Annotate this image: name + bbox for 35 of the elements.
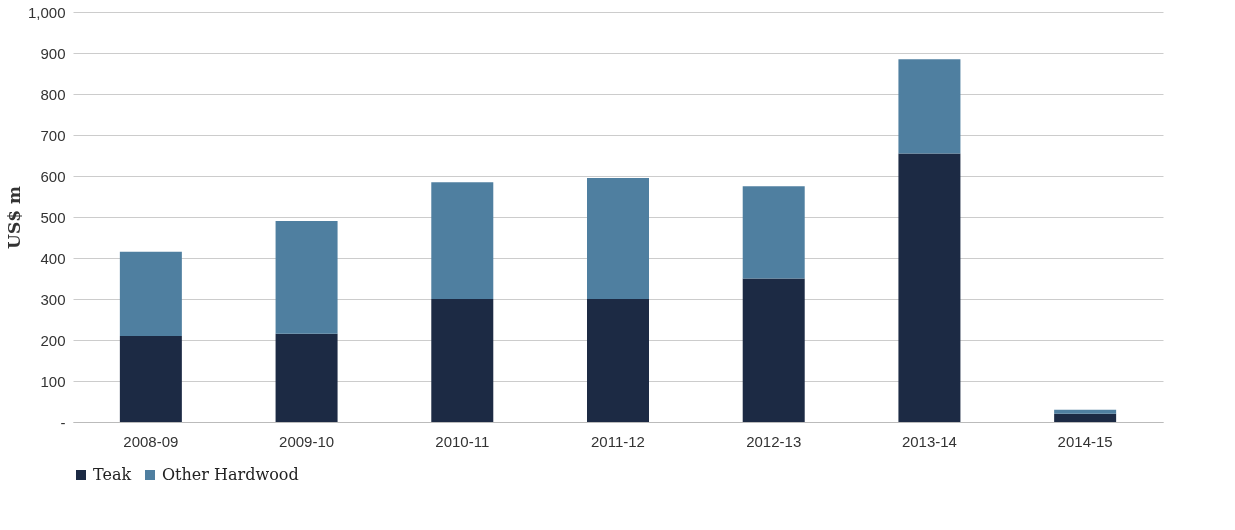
y-tick-label: 100 (40, 372, 66, 390)
y-axis-title: US$ m (3, 186, 24, 249)
bar (119, 251, 182, 336)
y-tick-label: 1,000 (27, 3, 66, 21)
bar (1054, 409, 1117, 414)
bar (587, 299, 649, 422)
y-tick-label: 800 (40, 85, 66, 103)
y-tick-label: 600 (40, 167, 66, 185)
bar (1054, 413, 1117, 422)
bar (898, 153, 961, 422)
bar (275, 333, 338, 422)
y-tick-label: 400 (40, 249, 66, 267)
bar (587, 178, 649, 299)
x-tick-label: 2009-10 (279, 432, 335, 450)
x-tick-label: 2013-14 (901, 432, 957, 450)
y-tick-label: 700 (40, 126, 66, 144)
x-tick-label: 2014-15 (1057, 432, 1113, 450)
x-tick-label: 2012-13 (746, 432, 802, 450)
bar (431, 182, 494, 299)
y-tick-label: 200 (40, 331, 66, 349)
x-tick-label: 2010-11 (435, 432, 490, 450)
bar (119, 335, 182, 422)
bar (742, 278, 805, 422)
x-tick-label: 2011-12 (591, 432, 645, 450)
bar (898, 59, 961, 154)
bar (275, 221, 338, 334)
bar (431, 299, 494, 422)
bar (742, 186, 805, 279)
y-tick-label: 500 (40, 208, 66, 226)
y-tick-label: 900 (40, 44, 66, 62)
y-tick-label: - (60, 413, 66, 431)
y-tick-label: 300 (40, 290, 66, 308)
legend-label: Teak (93, 465, 132, 484)
legend-label: Other Hardwood (162, 465, 299, 484)
x-tick-label: 2008-09 (123, 432, 179, 450)
